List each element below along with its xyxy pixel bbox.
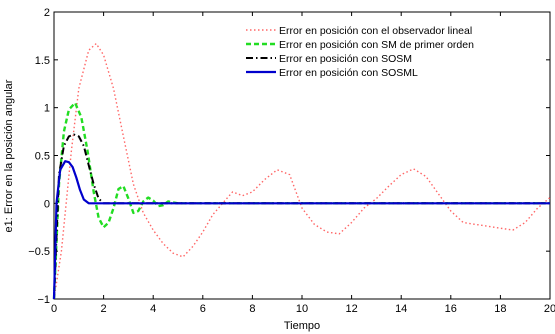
x-axis-label: Tiempo: [284, 320, 320, 332]
x-tick-label: 8: [249, 303, 255, 315]
x-tick-label: 4: [150, 303, 156, 315]
x-tick-label: 0: [51, 303, 57, 315]
x-tick-label: 20: [544, 303, 555, 315]
legend: Error en posición con el observador line…: [246, 25, 474, 79]
x-tick-label: 2: [101, 303, 107, 315]
legend-label-2: Error en posición con SM de primer orden: [279, 39, 474, 51]
series-line-4: [52, 160, 550, 300]
x-tick-label: 6: [200, 303, 206, 315]
y-tick-label: 1: [44, 103, 50, 115]
x-tick-label: 16: [445, 303, 457, 315]
x-tick-label: 18: [494, 303, 506, 315]
x-tick-label: 14: [395, 303, 407, 315]
series-layer: [52, 42, 551, 300]
series-line-3: [53, 133, 550, 300]
y-tick-label: 0.5: [35, 151, 50, 163]
series-line-1: [53, 42, 551, 300]
plot-area: [53, 11, 551, 300]
y-tick-label: 2: [44, 7, 50, 19]
y-tick-label: 1.5: [35, 55, 50, 67]
x-tick-label: 12: [345, 303, 357, 315]
y-tick-label: −0.5: [28, 246, 50, 258]
legend-label-1: Error en posición con el observador line…: [279, 25, 472, 37]
y-tick-label: 0: [44, 198, 50, 210]
legend-label-4: Error en posición con SOSML: [279, 67, 418, 79]
y-axis-label: e1: Error en la posición angular: [3, 79, 15, 232]
y-tick-label: −1: [37, 294, 50, 306]
legend-label-3: Error en posición con SOSM: [279, 53, 412, 65]
axis-ticks: 0 2 4 6 8 10 12 14 16 18 20 −1 −0.5 0 0.5 1 1.5 2: [28, 7, 555, 315]
x-tick-label: 10: [296, 303, 308, 315]
